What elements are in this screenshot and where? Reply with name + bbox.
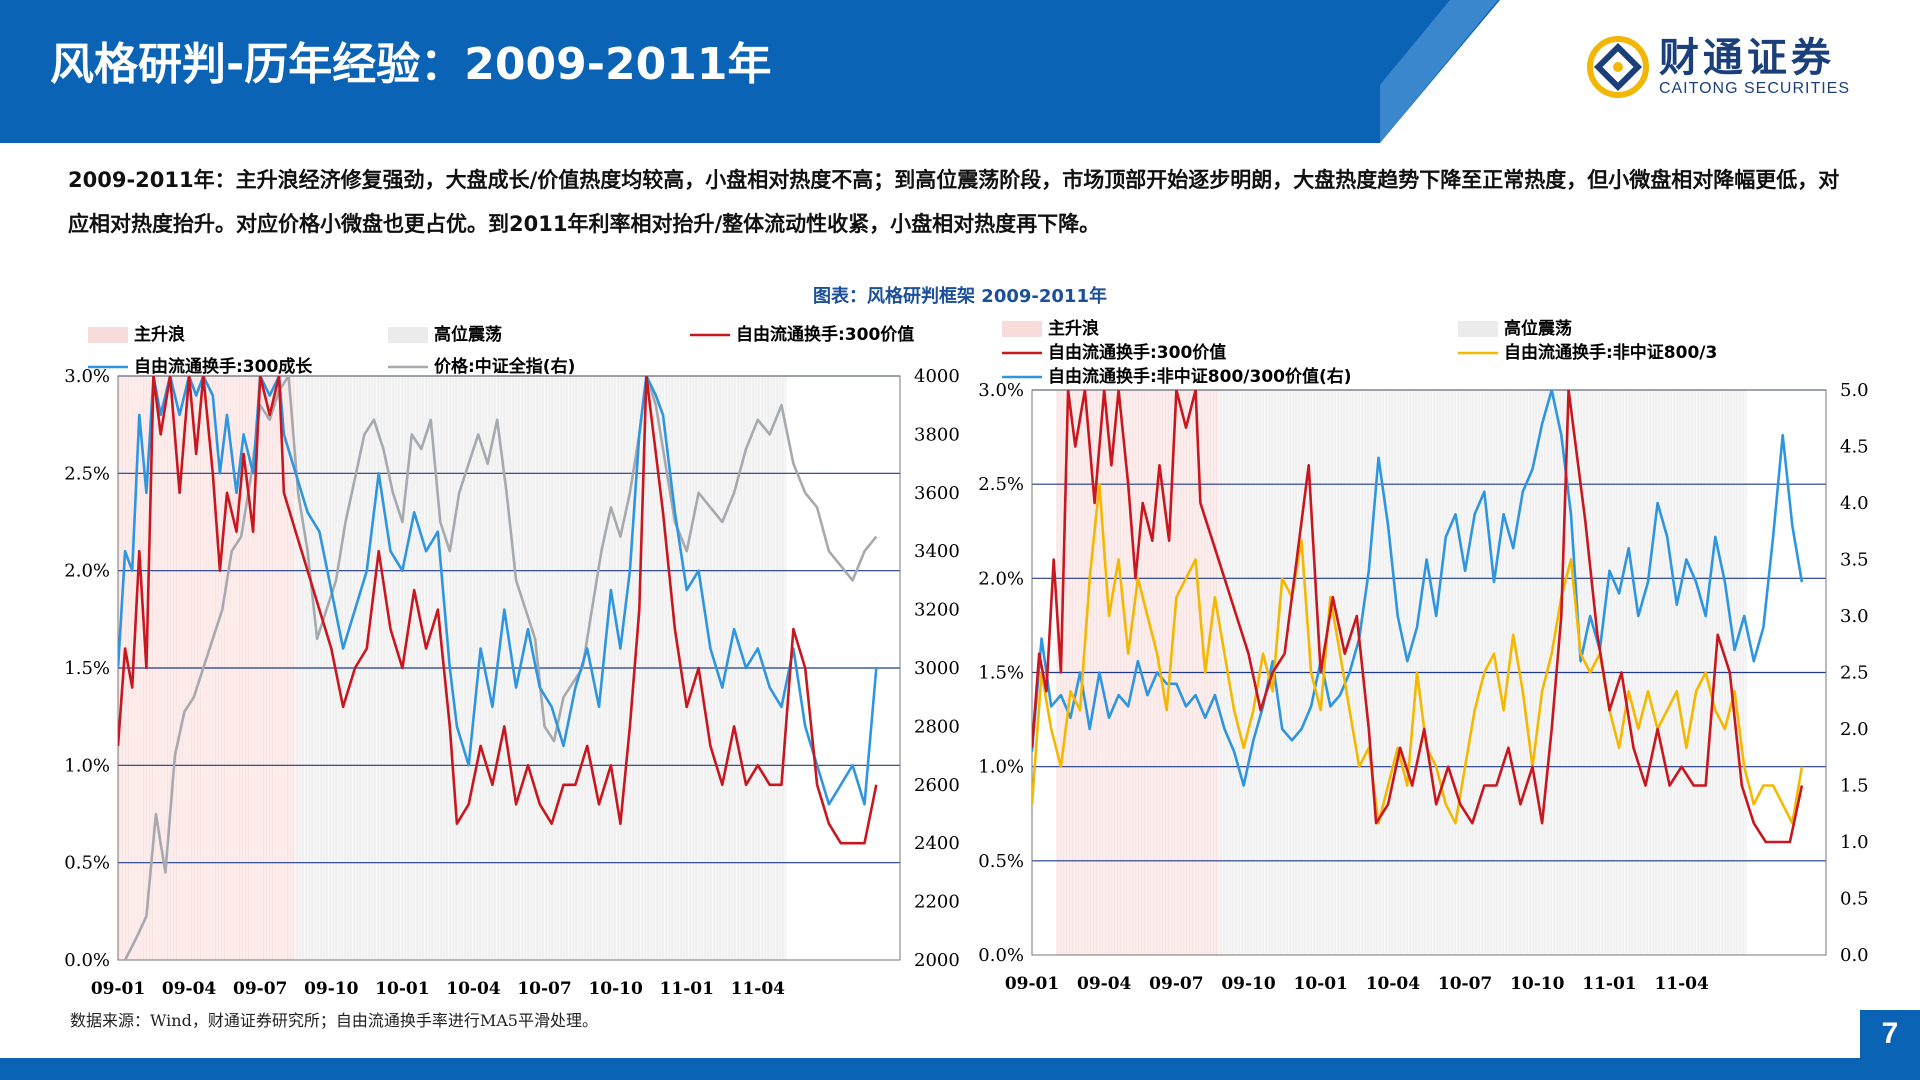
x-tick-label: 09-07 — [1149, 974, 1203, 994]
y-right-tick-label: 3600 — [914, 483, 960, 504]
y-right-tick-label: 2.0 — [1840, 719, 1869, 740]
legend-swatch-band — [88, 327, 128, 343]
y-right-tick-label: 4000 — [914, 366, 960, 387]
header-bar: 风格研判-历年经验：2009-2011年 财通证券 CAITONG SECURI… — [0, 0, 1920, 143]
y-right-tick-label: 3.5 — [1840, 550, 1869, 571]
x-tick-label: 09-10 — [304, 979, 359, 999]
legend-swatch-band — [1458, 321, 1498, 337]
y-left-tick-label: 1.0% — [64, 755, 110, 776]
logo-english-text: CAITONG SECURITIES — [1658, 80, 1850, 97]
figure-title: 图表：风格研判框架 2009-2011年 — [813, 286, 1107, 307]
x-tick-label: 10-10 — [588, 979, 643, 999]
legend-label: 自由流通换手:300成长 — [134, 356, 313, 377]
y-right-tick-label: 0.0 — [1840, 945, 1869, 966]
series-line-1 — [1032, 482, 1804, 825]
x-tick-label: 11-04 — [731, 979, 786, 999]
x-tick-label: 10-07 — [517, 979, 571, 999]
x-tick-label: 09-07 — [233, 979, 287, 999]
caitong-logo-icon — [1586, 36, 1649, 98]
x-tick-label: 09-01 — [91, 979, 145, 999]
x-tick-label: 09-01 — [1005, 974, 1059, 994]
series-line-1 — [118, 376, 878, 806]
y-right-tick-label: 2400 — [914, 833, 960, 854]
x-tick-label: 11-04 — [1654, 974, 1709, 994]
x-tick-label: 10-04 — [446, 979, 501, 999]
y-left-tick-label: 0.5% — [978, 851, 1024, 872]
x-tick-label: 10-04 — [1366, 974, 1421, 994]
legend-swatch-band — [388, 327, 428, 343]
data-source-note: 数据来源：Wind，财通证券研究所；自由流通换手率进行MA5平滑处理。 — [70, 1011, 598, 1030]
y-right-tick-label: 1.5 — [1840, 776, 1869, 797]
logo-chinese-text: 财通证券 — [1658, 35, 1835, 81]
x-tick-label: 11-01 — [1582, 974, 1636, 994]
series-line-0 — [1032, 390, 1804, 844]
y-right-tick-label: 2.5 — [1840, 663, 1869, 684]
y-right-tick-label: 4.0 — [1840, 493, 1869, 514]
x-tick-label: 11-01 — [660, 979, 714, 999]
legend-label: 高位震荡 — [1504, 318, 1572, 339]
y-left-tick-label: 2.5% — [64, 463, 110, 484]
legend-label: 自由流通换手:300价值 — [1048, 342, 1226, 363]
x-tick-label: 09-10 — [1221, 974, 1276, 994]
y-left-tick-label: 3.0% — [64, 366, 110, 387]
company-logo: 财通证券 CAITONG SECURITIES — [1586, 35, 1850, 98]
y-left-tick-label: 2.0% — [978, 568, 1024, 589]
footer-bar — [0, 1058, 1920, 1080]
y-right-tick-label: 2800 — [914, 716, 960, 737]
legend-label: 主升浪 — [134, 324, 185, 345]
legend-swatch-band — [1002, 321, 1042, 337]
series-line-2 — [123, 376, 878, 960]
x-tick-label: 09-04 — [162, 979, 217, 999]
y-left-tick-label: 0.5% — [64, 853, 110, 874]
y-left-tick-label: 1.5% — [978, 663, 1024, 684]
y-right-tick-label: 4.5 — [1840, 437, 1869, 458]
x-tick-label: 10-01 — [375, 979, 429, 999]
page-number: 7 — [1860, 1010, 1920, 1058]
y-right-tick-label: 3000 — [914, 658, 960, 679]
y-left-tick-label: 1.5% — [64, 658, 110, 679]
x-tick-label: 09-04 — [1077, 974, 1132, 994]
legend-label: 高位震荡 — [434, 324, 502, 345]
plot-frame — [1031, 389, 1827, 956]
y-left-tick-label: 1.0% — [978, 757, 1024, 778]
y-left-tick-label: 3.0% — [978, 380, 1024, 401]
header-logo-background — [1380, 0, 1920, 143]
legend-label: 自由流通换手:300价值 — [736, 324, 914, 345]
legend-label: 自由流通换手:非中证800/3 — [1504, 342, 1717, 363]
y-right-tick-label: 1.0 — [1840, 832, 1869, 853]
y-right-tick-label: 3400 — [914, 541, 960, 562]
legend-label: 自由流通换手:非中证800/300价值(右) — [1048, 366, 1352, 387]
left-chart: 0.0% 0.5% 1.0% 1.5% 2.0% 2.5% 3.0% 2000 2200 2400… — [64, 324, 960, 999]
y-right-tick-label: 3200 — [914, 600, 960, 621]
y-right-tick-label: 3800 — [914, 424, 960, 445]
series-line-0 — [118, 376, 878, 845]
y-left-tick-label: 0.0% — [64, 950, 110, 971]
y-right-tick-label: 2200 — [914, 892, 960, 913]
x-tick-label: 10-01 — [1294, 974, 1348, 994]
right-chart: 0.0% 0.5% 1.0% 1.5% 2.0% 2.5% 3.0% 0.0 0.5 1.0 1.5… — [978, 318, 1869, 994]
y-right-tick-label: 3.0 — [1840, 606, 1869, 627]
legend-label: 价格:中证全指(右) — [434, 356, 575, 377]
legend-label: 主升浪 — [1048, 318, 1099, 339]
y-left-tick-label: 2.5% — [978, 474, 1024, 495]
y-left-tick-label: 0.0% — [978, 945, 1024, 966]
description-text: 2009-2011年：主升浪经济修复强劲，大盘成长/价值热度均较高，小盘相对热度… — [68, 168, 1840, 236]
x-tick-label: 10-10 — [1510, 974, 1565, 994]
y-right-tick-label: 2600 — [914, 775, 960, 796]
page-title: 风格研判-历年经验：2009-2011年 — [50, 39, 772, 90]
x-tick-label: 10-07 — [1438, 974, 1492, 994]
y-right-tick-label: 5.0 — [1840, 380, 1869, 401]
y-right-tick-label: 2000 — [914, 950, 960, 971]
y-left-tick-label: 2.0% — [64, 561, 110, 582]
y-right-tick-label: 0.5 — [1840, 889, 1869, 910]
